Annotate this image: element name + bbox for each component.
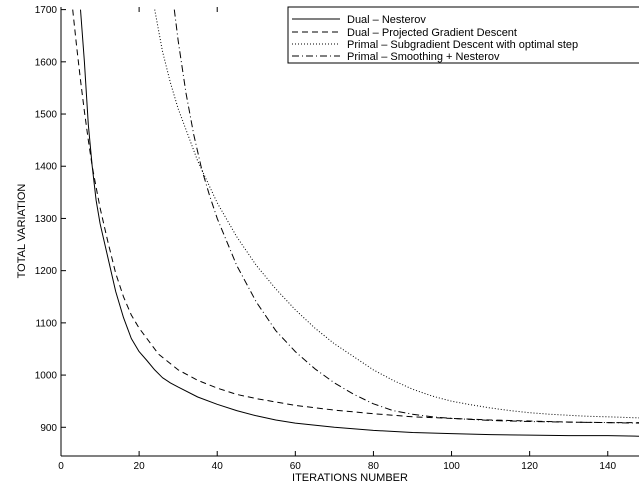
series-line-primal-smoothing	[173, 9, 639, 424]
series-line-dual-nesterov	[80, 9, 639, 437]
y-tick-label: 1100	[35, 318, 57, 329]
y-tick-label: 1200	[35, 266, 58, 277]
legend-label-dual-nesterov: Dual – Nesterov	[347, 14, 426, 26]
x-tick-label: 40	[212, 461, 224, 472]
y-axis-title: TOTAL VARIATION	[16, 184, 28, 279]
legend-label-dual-pgd: Dual – Projected Gradient Descent	[347, 27, 517, 39]
x-tick-label: 140	[599, 461, 616, 472]
x-tick-label: 80	[368, 461, 380, 472]
y-tick-label: 1600	[35, 57, 58, 68]
y-tick-label: 1400	[35, 162, 58, 173]
tick-marks	[60, 7, 609, 456]
series-line-primal-subgradient	[154, 9, 639, 419]
y-tick-label: 1700	[35, 5, 58, 16]
y-tick-label: 1000	[35, 371, 58, 382]
y-tick-label: 1500	[35, 110, 58, 121]
x-tick-label: 100	[443, 461, 460, 472]
legend-box	[287, 6, 639, 64]
legend-label-primal-smoothing: Primal – Smoothing + Nesterov	[347, 51, 500, 63]
x-tick-label: 0	[58, 461, 64, 472]
x-tick-label: 60	[290, 461, 302, 472]
x-axis-title: ITERATIONS NUMBER	[292, 472, 408, 484]
x-tick-label: 120	[521, 461, 538, 472]
series-line-dual-pgd	[72, 9, 639, 424]
x-tick-label: 20	[134, 461, 146, 472]
legend-label-primal-subgradient: Primal – Subgradient Descent with optima…	[347, 39, 578, 51]
y-tick-label: 1300	[35, 214, 58, 225]
legend: Dual – Nesterov Dual – Projected Gradien…	[287, 6, 639, 64]
axes	[60, 7, 639, 457]
y-tick-label: 900	[40, 423, 57, 434]
series-lines	[72, 9, 639, 437]
